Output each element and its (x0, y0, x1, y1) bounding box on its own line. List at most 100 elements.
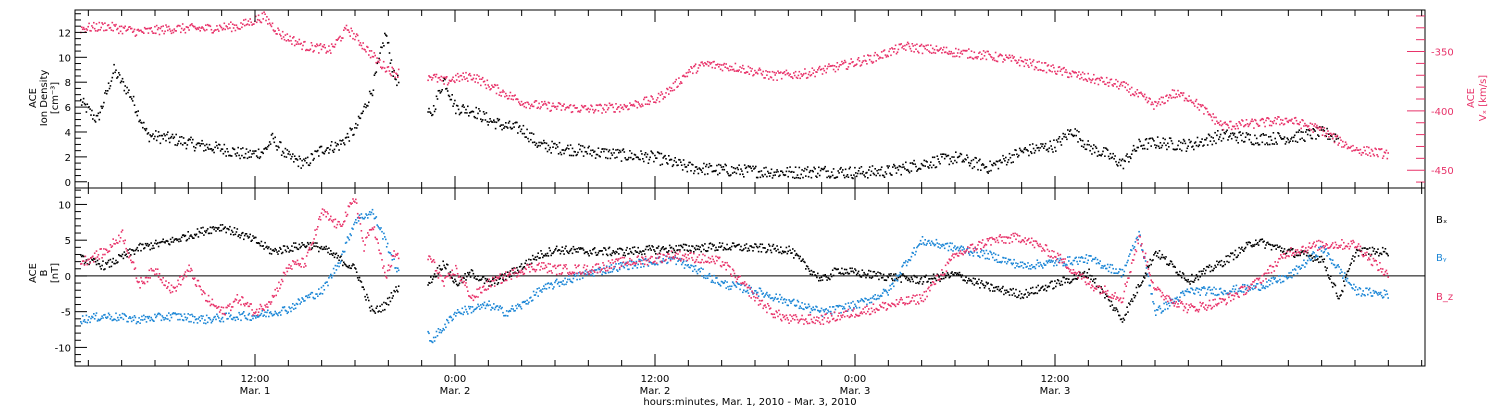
bx-point (628, 252, 630, 255)
bx-point (143, 247, 145, 250)
ion-density-point (823, 167, 826, 170)
bx-point (269, 248, 272, 250)
bx-point (1329, 278, 1331, 280)
by-point (333, 272, 336, 274)
ion-density-point (1177, 144, 1179, 147)
bx-point (638, 252, 640, 255)
ion-density-point (709, 165, 712, 167)
bx-point (836, 268, 839, 271)
bx-point (862, 274, 864, 277)
ion-density-point (1107, 155, 1110, 158)
by-point (85, 314, 88, 317)
vx-point (87, 25, 89, 28)
vx-point (791, 76, 793, 78)
ion-density-point (512, 122, 514, 125)
by-point (151, 318, 153, 321)
bx-point (825, 276, 827, 278)
ion-density-point (739, 173, 741, 176)
vx-point (717, 63, 719, 65)
bx-point (673, 249, 676, 252)
bx-point (807, 268, 810, 270)
ion-density-point (1041, 145, 1043, 148)
density-tick-label: 8 (65, 78, 71, 89)
density-tick-label: 10 (58, 53, 71, 64)
ion-density-point (205, 143, 208, 146)
vx-point (1001, 54, 1003, 57)
by-point (135, 322, 138, 325)
vx-point (888, 50, 890, 53)
vx-point (114, 25, 116, 27)
ion-density-point (676, 164, 678, 167)
by-point (840, 311, 842, 314)
vx-point (1019, 56, 1022, 59)
ion-density-point (749, 165, 751, 168)
bx-point (995, 286, 998, 288)
ion-density-point (968, 161, 970, 164)
bx-point (213, 228, 215, 231)
by-point (194, 318, 197, 321)
by-point (719, 285, 722, 287)
bx-point (714, 249, 716, 252)
ion-density-point (752, 165, 754, 168)
vx-point (144, 28, 147, 30)
ion-density-point (451, 94, 453, 96)
bx-point (343, 263, 346, 265)
ion-density-point (809, 169, 812, 172)
vx-point (1312, 131, 1314, 133)
bx-point (1041, 286, 1043, 289)
vx-point (518, 101, 520, 103)
bx-point (270, 253, 273, 255)
vx-point (1160, 96, 1163, 99)
by-point (278, 312, 280, 314)
vx-point (1377, 155, 1379, 158)
bx-point (1282, 250, 1285, 253)
bx-point (703, 248, 705, 251)
bx-point (209, 226, 212, 229)
ion-density-point (1297, 131, 1300, 133)
bx-point (1226, 260, 1228, 263)
vx-point (136, 29, 139, 31)
bx-point (617, 248, 619, 250)
ion-density-point (477, 112, 479, 115)
ion-density-point (1142, 147, 1144, 150)
by-point (642, 263, 644, 265)
vx-point (142, 31, 144, 33)
bx-point (789, 249, 791, 252)
ion-density-point (910, 170, 913, 172)
ion-density-point (703, 162, 705, 165)
bx-point (1137, 284, 1139, 286)
bx-point (883, 279, 886, 281)
ion-density-point (385, 34, 387, 36)
by-point (715, 277, 717, 279)
ion-density-point (770, 168, 773, 171)
bx-point (1386, 253, 1389, 255)
bx-point (1084, 275, 1087, 277)
by-point (660, 261, 663, 264)
bx-point (1099, 291, 1101, 294)
bx-point (468, 271, 471, 274)
ion-density-point (1251, 143, 1253, 146)
ion-density-point (1261, 141, 1264, 144)
ion-density-point (1228, 136, 1230, 138)
vx-point (633, 105, 636, 107)
vx-point (626, 105, 628, 107)
bx-point (237, 235, 239, 238)
vx-point (618, 106, 620, 108)
ion-density-point (111, 76, 114, 79)
vx-point (341, 37, 343, 39)
bx-point (1318, 256, 1321, 258)
vx-point (1384, 152, 1387, 154)
vx-point (428, 75, 430, 77)
vx-point (478, 75, 480, 78)
bx-point (733, 245, 736, 247)
vx-point (815, 71, 817, 73)
bx-point (1312, 260, 1314, 262)
bx-point (780, 252, 783, 255)
vx-point (735, 70, 738, 72)
vx-point (259, 21, 262, 23)
vx-point (243, 19, 245, 21)
vx-point (1182, 92, 1185, 94)
by-point (187, 313, 189, 315)
vx-point (1147, 100, 1150, 102)
ion-density-point (988, 170, 990, 173)
